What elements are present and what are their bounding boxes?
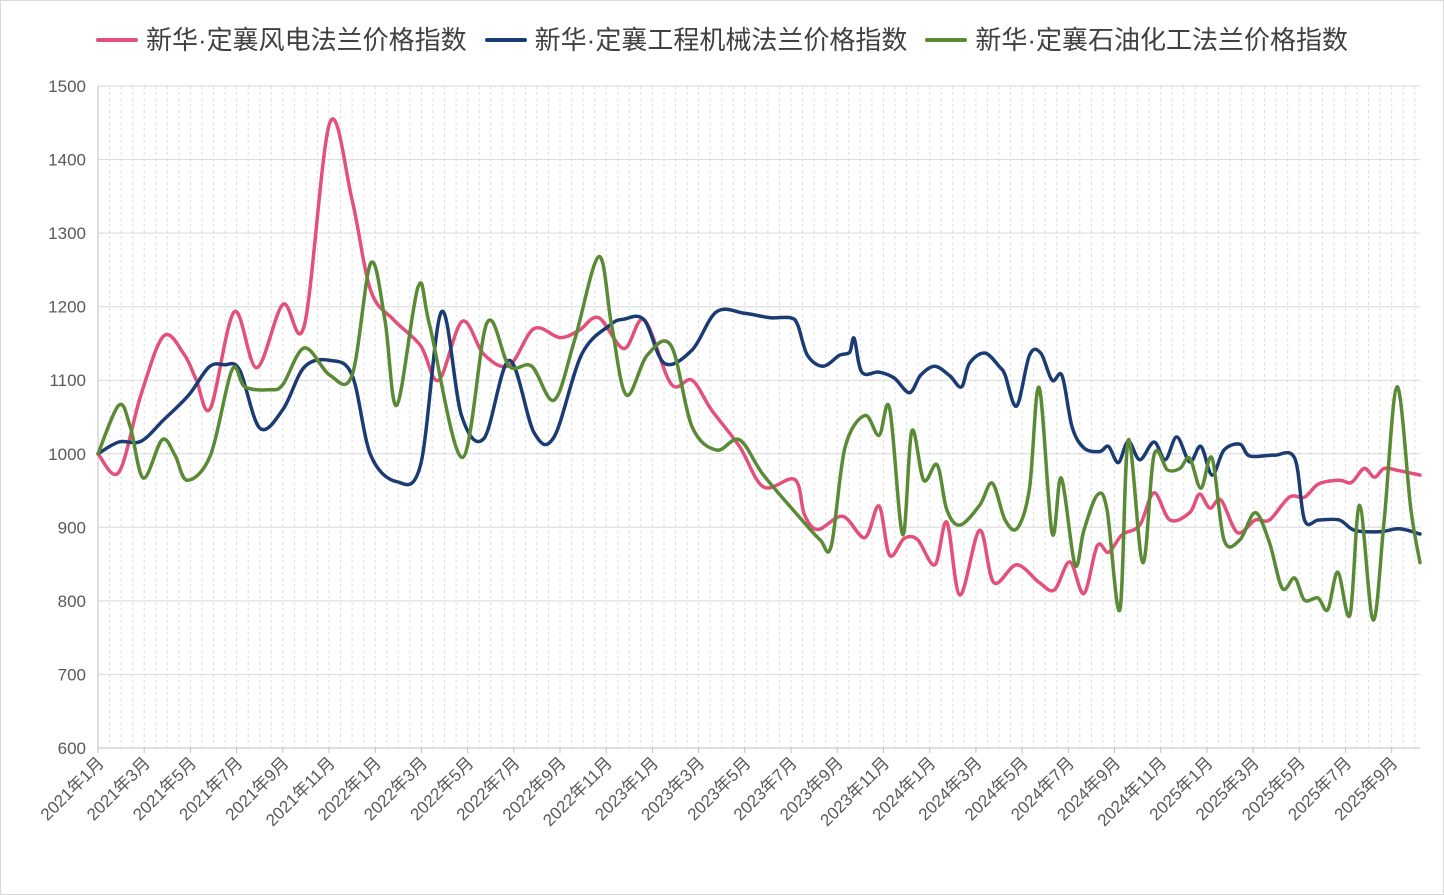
wind-power-series-line-group bbox=[96, 117, 1422, 597]
horizontal-gridlines bbox=[98, 85, 1420, 749]
y-tick-label: 700 bbox=[58, 665, 86, 684]
y-tick-label: 1200 bbox=[48, 298, 86, 317]
petrochemical-series-line[interactable] bbox=[96, 254, 1422, 622]
y-tick-label: 800 bbox=[58, 592, 86, 611]
series-layer bbox=[96, 117, 1422, 622]
legend-swatch-wind-power bbox=[95, 38, 138, 42]
wind-power-series-line[interactable] bbox=[96, 117, 1422, 597]
axes bbox=[97, 86, 1420, 753]
y-tick-label: 1300 bbox=[48, 224, 86, 243]
legend-item-wind-power[interactable]: 新华·定襄风电法兰价格指数 bbox=[95, 24, 467, 56]
legend-swatch-construction-machinery bbox=[484, 38, 527, 42]
petrochemical-series-line-group bbox=[96, 254, 1422, 622]
construction-machinery-series-line-group bbox=[96, 307, 1422, 536]
y-tick-label: 600 bbox=[58, 739, 86, 758]
y-axis-tick-labels: 600 700 800 900 1000 1100 1200 1300 1400 1500 bbox=[48, 77, 86, 758]
y-tick-label: 900 bbox=[58, 518, 86, 537]
construction-machinery-series-line[interactable] bbox=[96, 307, 1422, 536]
legend: 新华·定襄风电法兰价格指数 新华·定襄工程机械法兰价格指数 新华·定襄石油化工法… bbox=[0, 24, 1444, 56]
legend-label-construction-machinery: 新华·定襄工程机械法兰价格指数 bbox=[534, 25, 908, 55]
y-tick-label: 1000 bbox=[48, 445, 86, 464]
legend-label-petrochemical: 新华·定襄石油化工法兰价格指数 bbox=[975, 25, 1348, 55]
y-tick-label: 1100 bbox=[49, 371, 86, 390]
legend-swatch-petrochemical bbox=[925, 38, 968, 42]
legend-item-construction-machinery[interactable]: 新华·定襄工程机械法兰价格指数 bbox=[484, 24, 908, 56]
legend-item-petrochemical[interactable]: 新华·定襄石油化工法兰价格指数 bbox=[925, 24, 1348, 56]
y-tick-label: 1400 bbox=[48, 151, 86, 170]
y-tick-label: 1500 bbox=[48, 77, 86, 96]
legend-label-wind-power: 新华·定襄风电法兰价格指数 bbox=[145, 25, 467, 55]
